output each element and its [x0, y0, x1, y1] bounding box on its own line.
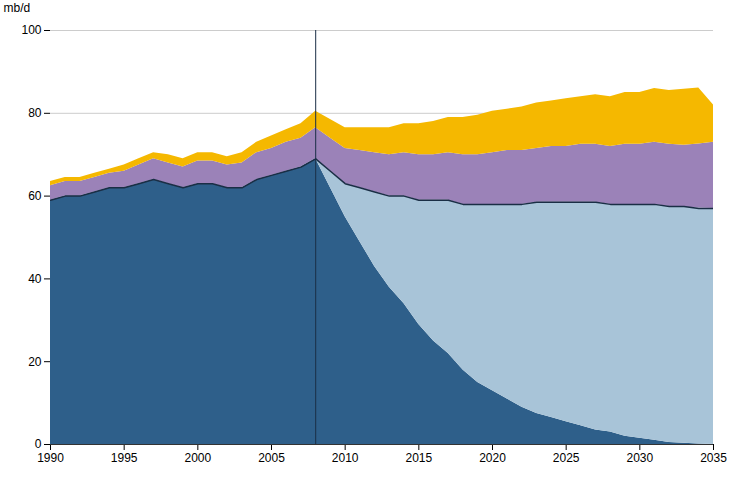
- svg-text:2025: 2025: [553, 451, 580, 465]
- svg-text:2035: 2035: [700, 451, 727, 465]
- svg-text:1995: 1995: [111, 451, 138, 465]
- svg-text:40: 40: [28, 272, 42, 286]
- svg-text:2020: 2020: [479, 451, 506, 465]
- svg-text:80: 80: [28, 106, 42, 120]
- svg-text:100: 100: [21, 23, 41, 37]
- svg-text:2010: 2010: [332, 451, 359, 465]
- svg-text:2030: 2030: [626, 451, 653, 465]
- svg-text:2000: 2000: [184, 451, 211, 465]
- svg-text:mb/d: mb/d: [4, 1, 31, 15]
- svg-text:2015: 2015: [405, 451, 432, 465]
- svg-text:1990: 1990: [37, 451, 64, 465]
- svg-text:20: 20: [28, 355, 42, 369]
- svg-text:60: 60: [28, 189, 42, 203]
- svg-text:2005: 2005: [258, 451, 285, 465]
- svg-text:0: 0: [35, 437, 42, 451]
